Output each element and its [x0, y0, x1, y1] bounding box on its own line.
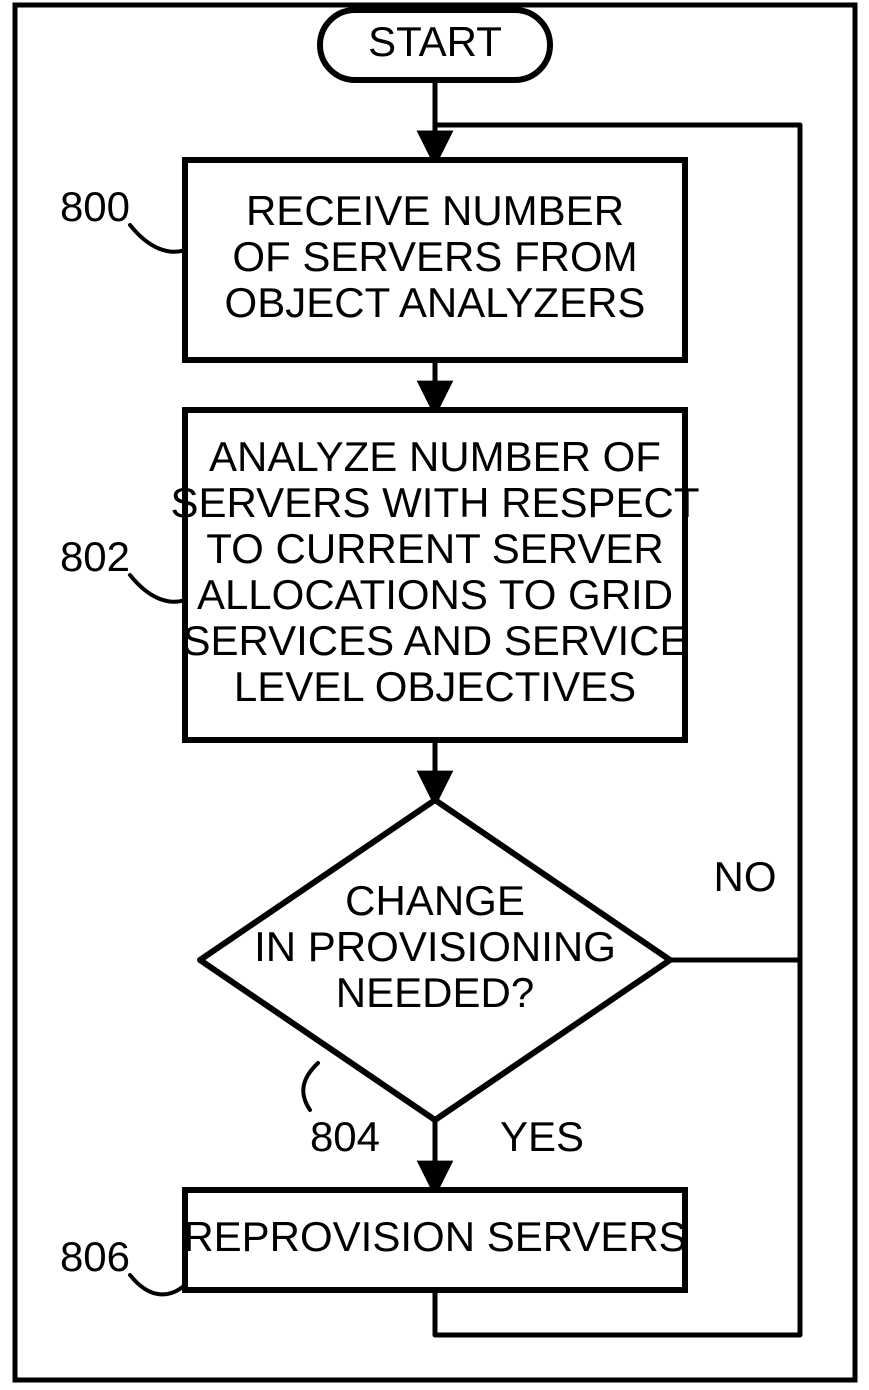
n806-ref: 806 — [60, 1233, 130, 1280]
start-label: START — [368, 18, 502, 65]
n800-ref: 800 — [60, 183, 130, 230]
n806-text: REPROVISION SERVERS — [183, 1213, 686, 1260]
ref-leader-2 — [303, 1063, 318, 1110]
ref-leader-1 — [130, 575, 185, 602]
n804-line-0: CHANGE — [345, 877, 525, 924]
n804-no-label: NO — [714, 853, 777, 900]
n802-line-4: SERVICES AND SERVICE — [183, 617, 688, 664]
n802-line-2: TO CURRENT SERVER — [206, 525, 663, 572]
n802-line-1: SERVERS WITH RESPECT — [171, 479, 700, 526]
n802-line-0: ANALYZE NUMBER OF — [209, 433, 661, 480]
node-start: START — [320, 10, 550, 80]
ref-leader-3 — [130, 1275, 185, 1294]
ref-leader-0 — [130, 225, 185, 252]
n804-line-1: IN PROVISIONING — [254, 923, 616, 970]
n800-line-1: OF SERVERS FROM — [232, 233, 637, 280]
n806-line-0: REPROVISION SERVERS — [183, 1213, 686, 1260]
n804-ref: 804 — [310, 1113, 380, 1160]
n800-line-2: OBJECT ANALYZERS — [225, 279, 646, 326]
n802-line-5: LEVEL OBJECTIVES — [234, 663, 636, 710]
n804-yes-label: YES — [500, 1113, 584, 1160]
n800-line-0: RECEIVE NUMBER — [246, 187, 624, 234]
n800-text: RECEIVE NUMBEROF SERVERS FROMOBJECT ANAL… — [225, 187, 646, 326]
n804-line-2: NEEDED? — [336, 969, 534, 1016]
n802-text: ANALYZE NUMBER OFSERVERS WITH RESPECTTO … — [171, 433, 700, 710]
n802-line-3: ALLOCATIONS TO GRID — [197, 571, 673, 618]
n802-ref: 802 — [60, 533, 130, 580]
